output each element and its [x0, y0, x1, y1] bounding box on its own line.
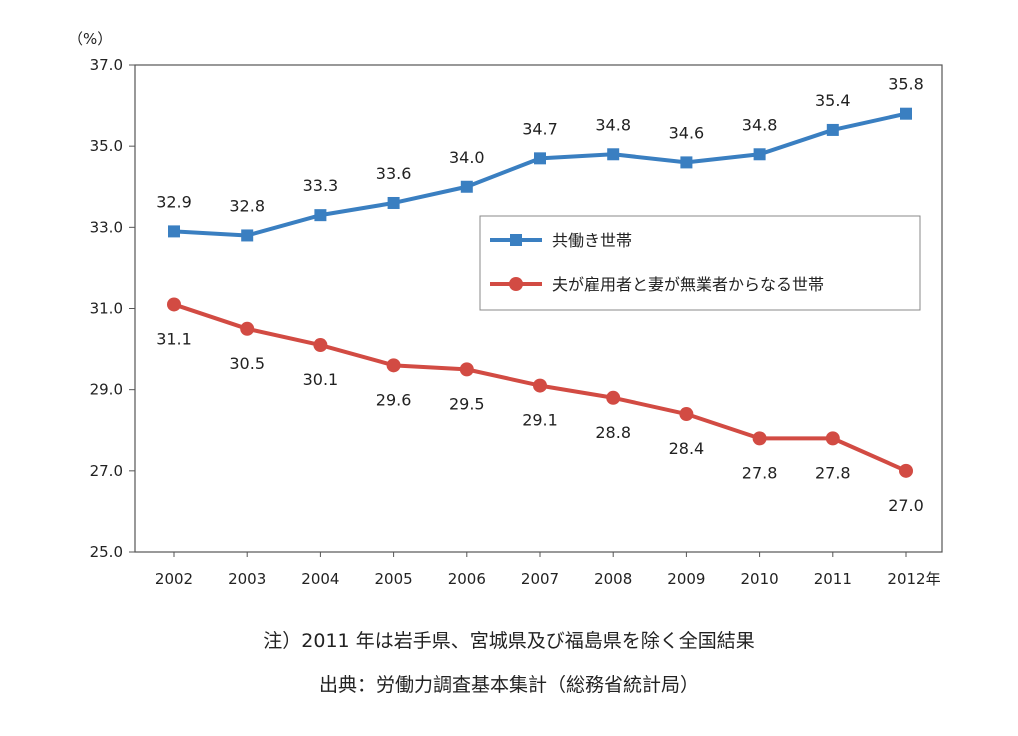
data-label: 29.5 — [449, 394, 485, 413]
x-tick-label: 2008 — [594, 570, 632, 588]
series-layer: 32.9 32.8 33.3 33.6 34.0 34.7 34.8 34.6 34.8 35.4… — [156, 75, 924, 515]
x-tick-label: 2012年 — [887, 570, 940, 588]
legend-swatch-marker — [510, 234, 522, 246]
data-point — [752, 431, 767, 446]
data-label: 33.3 — [303, 176, 339, 195]
y-tick-label: 27.0 — [90, 462, 123, 480]
x-tick-label: 2005 — [375, 570, 413, 588]
data-point — [386, 358, 401, 373]
data-label: 27.0 — [888, 496, 924, 515]
data-point — [241, 229, 254, 242]
legend-swatch-marker — [509, 277, 523, 291]
data-label: 29.1 — [522, 411, 558, 430]
chart-note: 注）2011 年は岩手県、宮城県及び福島県を除く全国結果 — [263, 630, 755, 652]
data-label: 28.4 — [669, 439, 705, 458]
data-label: 31.1 — [156, 329, 192, 348]
data-label: 30.1 — [303, 370, 339, 389]
legend-label: 夫が雇用者と妻が無業者からなる世帯 — [552, 275, 824, 294]
data-point — [825, 431, 840, 446]
x-tick-label: 2004 — [301, 570, 339, 588]
data-label: 27.8 — [815, 463, 851, 482]
data-point — [460, 180, 473, 193]
data-label: 29.6 — [376, 390, 412, 409]
data-label: 34.7 — [522, 119, 558, 138]
legend-label: 共働き世帯 — [552, 231, 632, 250]
data-label: 34.8 — [742, 115, 778, 134]
data-point — [900, 107, 912, 120]
x-tick-label: 2010 — [741, 570, 779, 588]
data-point — [168, 225, 180, 238]
data-point — [533, 378, 547, 393]
data-point — [680, 156, 693, 169]
data-point — [387, 196, 400, 209]
data-point — [167, 297, 181, 312]
data-label: 33.6 — [376, 164, 412, 183]
data-point — [314, 209, 327, 222]
data-point — [899, 463, 913, 478]
y-tick-label: 33.0 — [90, 218, 123, 236]
data-label: 35.8 — [888, 75, 924, 94]
line-chart: （%） 25.027.029.031.033.035.037.0 2002 200… — [68, 30, 943, 588]
data-point — [607, 148, 620, 161]
data-point — [459, 362, 474, 377]
y-axis-ticks: 25.0 27.0 29.0 31.0 33.0 35.0 37.0 — [90, 56, 135, 561]
x-tick-label: 2009 — [667, 570, 705, 588]
x-tick-label: 2002 — [155, 570, 193, 588]
data-label: 28.8 — [595, 423, 631, 442]
y-axis-unit-label: （%） — [68, 30, 112, 48]
data-point — [606, 390, 621, 405]
x-tick-label: 2011 — [814, 570, 852, 588]
data-label: 35.4 — [815, 91, 851, 110]
y-tick-label: 37.0 — [90, 56, 123, 74]
y-tick-label: 31.0 — [90, 300, 123, 318]
series-1: 31.1 30.5 30.1 29.6 29.5 29.1 28.8 28.4 27.8 27.8… — [156, 297, 924, 515]
data-label: 34.0 — [449, 148, 485, 167]
data-point — [534, 152, 546, 165]
y-tick-label: 29.0 — [90, 381, 123, 399]
data-point — [240, 321, 255, 336]
data-point — [826, 123, 839, 136]
data-label: 27.8 — [742, 463, 778, 482]
x-tick-label: 2006 — [448, 570, 486, 588]
data-point — [679, 407, 694, 422]
data-label: 34.8 — [595, 115, 631, 134]
y-tick-label: 35.0 — [90, 137, 123, 155]
legend-box — [479, 215, 921, 311]
data-label: 30.5 — [229, 354, 265, 373]
data-label: 32.9 — [156, 192, 192, 211]
data-label: 34.6 — [669, 123, 705, 142]
data-point — [753, 148, 766, 161]
y-tick-label: 25.0 — [90, 543, 123, 561]
data-label: 32.8 — [229, 196, 265, 215]
data-point — [313, 338, 328, 353]
chart-source: 出典：労働力調査基本集計（総務省統計局） — [318, 674, 699, 696]
series-0: 32.9 32.8 33.3 33.6 34.0 34.7 34.8 34.6 34.8 35.4… — [156, 75, 924, 242]
x-tick-label: 2007 — [521, 570, 559, 588]
x-axis-ticks: 2002 2003 2004 2005 2006 2007 2008 2009 2010 2011… — [155, 552, 941, 588]
x-tick-label: 2003 — [228, 570, 266, 588]
